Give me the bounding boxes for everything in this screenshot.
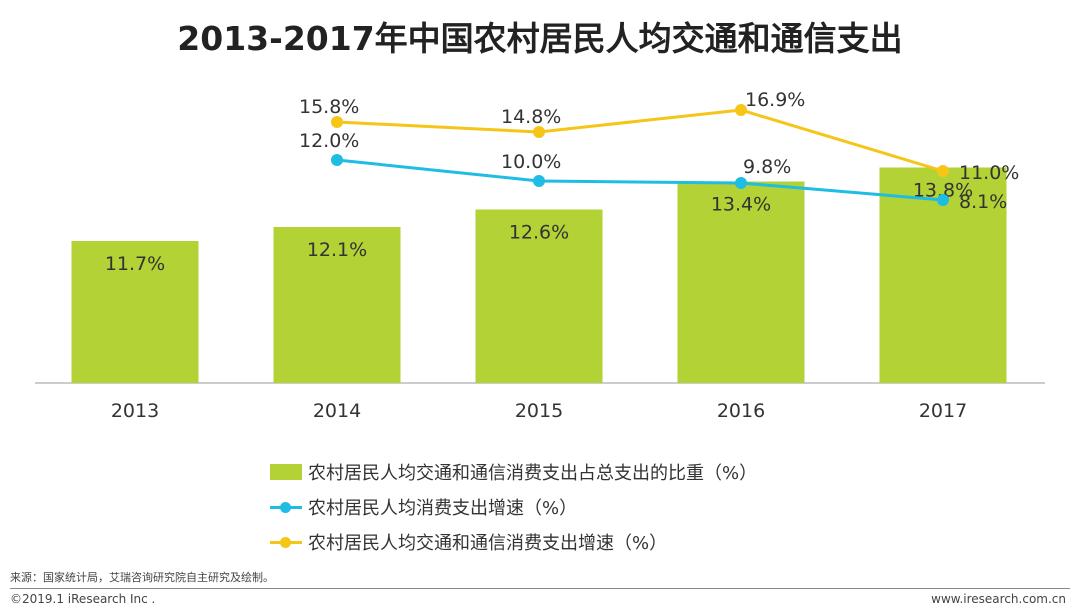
transport-growth-label-2017: 11.0% xyxy=(959,162,1019,184)
bar-label-2014: 12.1% xyxy=(307,239,367,261)
transport-growth-label-2014: 15.8% xyxy=(299,96,359,118)
x-tick-2013: 2013 xyxy=(111,400,159,422)
legend-label-bar: 农村居民人均交通和通信消费支出占总支出的比重（%） xyxy=(308,462,758,484)
chart-title: 2013-2017年中国农村居民人均交通和通信支出 xyxy=(177,19,903,58)
legend-item-bar: 农村居民人均交通和通信消费支出占总支出的比重（%） xyxy=(270,454,757,489)
bar-2016 xyxy=(677,181,805,383)
website-link[interactable]: www.iresearch.com.cn xyxy=(931,592,1066,606)
legend-label-consumption-growth: 农村居民人均消费支出增速（%） xyxy=(308,497,578,519)
consumption-growth-point-2017 xyxy=(937,194,949,206)
bar-2014 xyxy=(273,227,401,383)
consumption-growth-point-2015 xyxy=(533,175,545,187)
transport-growth-point-2017 xyxy=(937,165,949,177)
x-tick-2017: 2017 xyxy=(919,400,967,422)
transport-growth-point-2016 xyxy=(735,104,747,116)
source-note: 来源：国家统计局，艾瑞咨询研究院自主研究及绘制。 xyxy=(10,571,274,584)
bar-label-2015: 12.6% xyxy=(509,222,569,244)
bar-label-2013: 11.7% xyxy=(105,253,165,275)
transport-growth-point-2014 xyxy=(331,116,343,128)
transport-growth-label-2015: 14.8% xyxy=(501,106,561,128)
x-tick-2015: 2015 xyxy=(515,400,563,422)
footer-divider xyxy=(10,588,1070,589)
legend-swatch-blue-line xyxy=(270,499,302,515)
copyright: ©2019.1 iResearch Inc . xyxy=(10,592,156,606)
bar-label-2017: 13.8% xyxy=(913,180,973,202)
consumption-growth-label-2014: 12.0% xyxy=(299,130,359,152)
chart-plot: 11.7% 2013 12.1% 2014 12.6% 2015 13.4% 2016 13.8… xyxy=(35,89,1045,422)
bar-2013 xyxy=(71,241,199,383)
x-tick-2016: 2016 xyxy=(717,400,765,422)
legend-label-transport-growth: 农村居民人均交通和通信消费支出增速（%） xyxy=(308,532,668,554)
consumption-growth-label-2015: 10.0% xyxy=(501,151,561,173)
x-tick-2014: 2014 xyxy=(313,400,361,422)
consumption-growth-label-2016: 9.8% xyxy=(743,156,791,178)
transport-growth-line xyxy=(336,108,944,173)
consumption-growth-point-2016 xyxy=(735,177,747,189)
consumption-growth-label-2017: 8.1% xyxy=(959,191,1007,213)
legend: 农村居民人均交通和通信消费支出占总支出的比重（%） 农村居民人均消费支出增速（%… xyxy=(270,454,757,559)
transport-growth-label-2016: 16.9% xyxy=(745,89,805,111)
transport-growth-point-2015 xyxy=(533,126,545,138)
legend-swatch-bar xyxy=(270,463,302,480)
consumption-growth-line xyxy=(336,158,944,202)
legend-swatch-yellow-line xyxy=(270,534,302,550)
legend-item-transport-growth: 农村居民人均交通和通信消费支出增速（%） xyxy=(270,524,757,559)
bar-2015 xyxy=(475,209,603,383)
legend-item-consumption-growth: 农村居民人均消费支出增速（%） xyxy=(270,489,757,524)
consumption-growth-point-2014 xyxy=(331,154,343,166)
bar-label-2016: 13.4% xyxy=(711,194,771,216)
